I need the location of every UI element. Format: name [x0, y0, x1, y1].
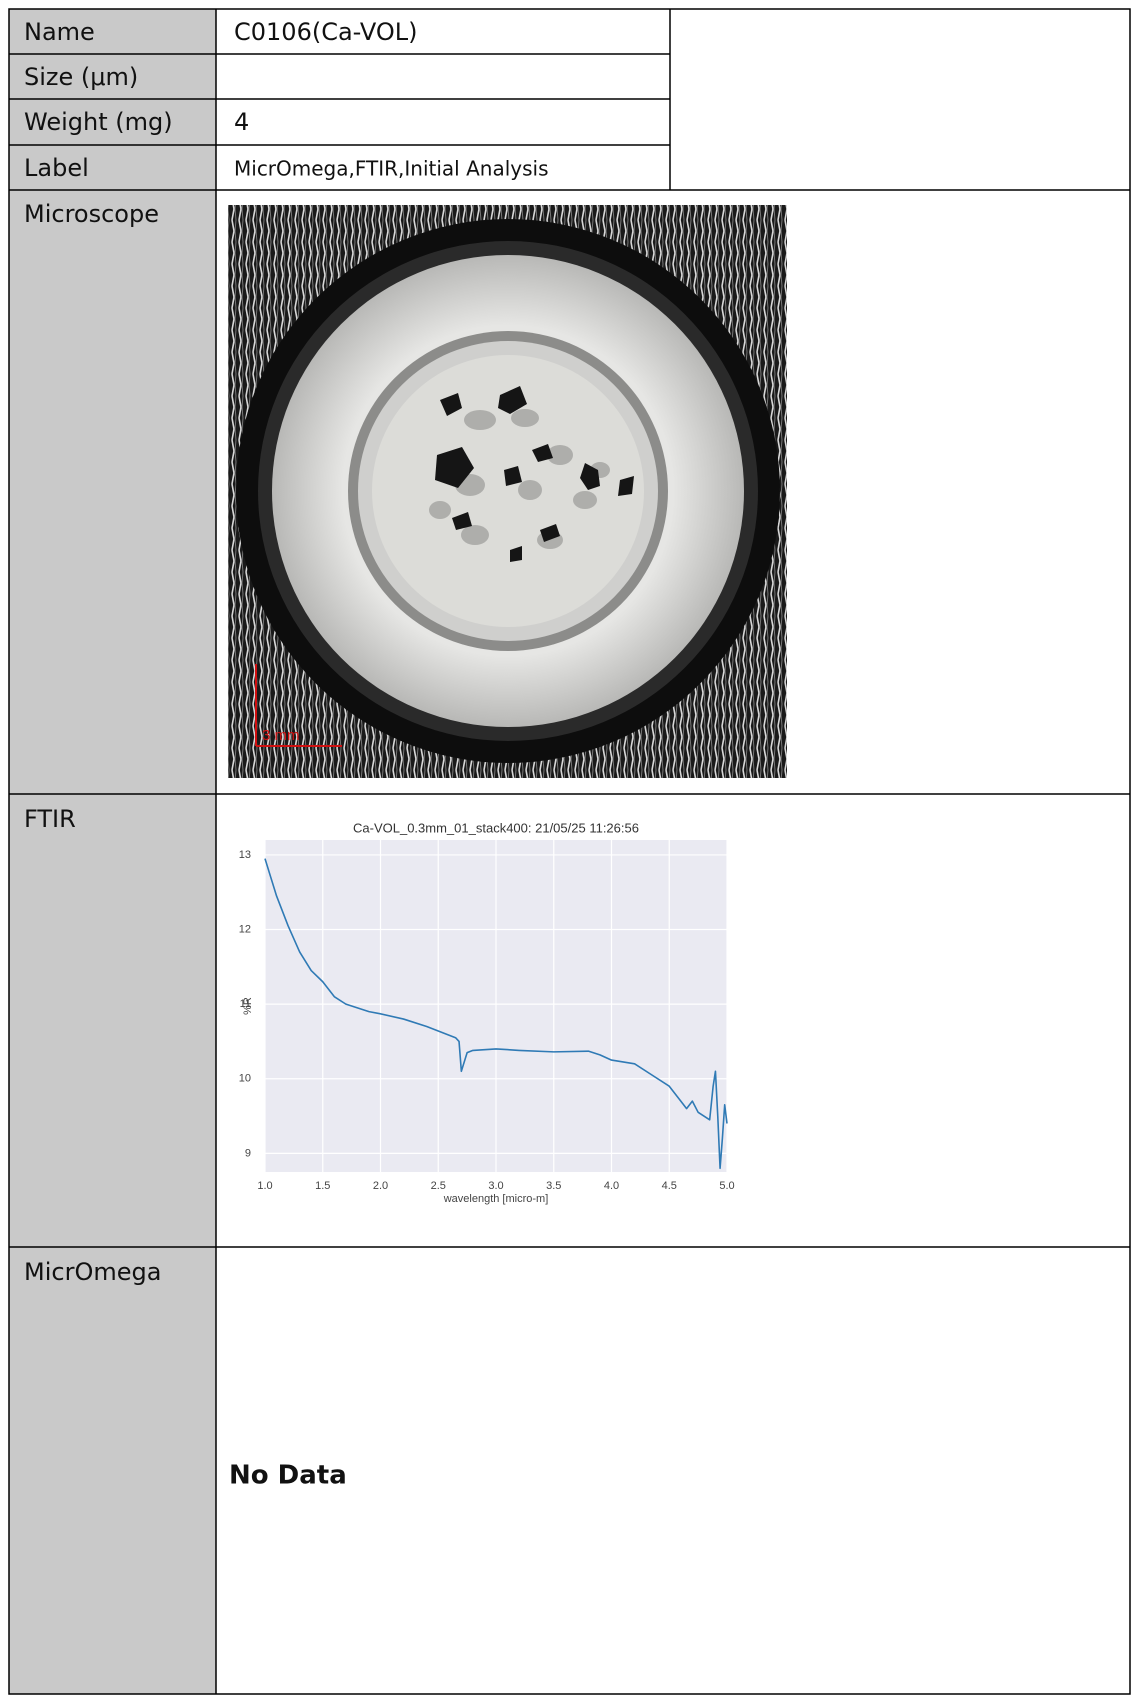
x-tick-label: 3.5: [546, 1180, 561, 1192]
section-label: FTIR: [24, 805, 76, 833]
y-tick-label: 11: [240, 998, 251, 1010]
section-label: MicrOmega: [24, 1258, 161, 1286]
field-label: Name: [24, 18, 95, 46]
x-tick-label: 2.5: [431, 1180, 446, 1192]
x-tick-label: 2.0: [373, 1180, 388, 1192]
scale-bar-label: 3 mm: [262, 727, 300, 744]
field-value: C0106(Ca-VOL): [234, 18, 418, 46]
table-borders: [8, 8, 1131, 1695]
section-label: Microscope: [24, 200, 159, 228]
ftir-chart: Ca-VOL_0.3mm_01_stack400: 21/05/25 11:26…: [239, 820, 735, 1204]
field-value: 4: [234, 108, 249, 136]
x-tick-label: 4.5: [662, 1180, 677, 1192]
y-tick-label: 9: [245, 1147, 251, 1159]
y-axis-label: %R: [242, 997, 254, 1015]
microscope-image: [228, 205, 787, 778]
spectrum-line: [264, 858, 728, 1170]
field-label: Weight (mg): [24, 108, 173, 136]
label-column: [9, 9, 216, 1694]
field-label: Size (μm): [24, 63, 138, 91]
x-tick-label: 1.0: [257, 1180, 272, 1192]
field-value: MicrOmega,FTIR,Initial Analysis: [234, 157, 549, 181]
y-tick-label: 12: [239, 923, 251, 935]
x-tick-label: 3.0: [488, 1180, 503, 1192]
x-axis-label: wavelength [micro-m]: [443, 1193, 549, 1205]
x-tick-label: 5.0: [719, 1180, 734, 1192]
x-tick-label: 4.0: [604, 1180, 619, 1192]
chart-title: Ca-VOL_0.3mm_01_stack400: 21/05/25 11:26…: [353, 820, 639, 835]
field-label: Label: [24, 154, 89, 182]
y-tick-label: 13: [239, 849, 251, 861]
no-data: No Data: [229, 1461, 347, 1491]
x-tick-label: 1.5: [315, 1180, 330, 1192]
y-tick-label: 10: [239, 1073, 251, 1085]
